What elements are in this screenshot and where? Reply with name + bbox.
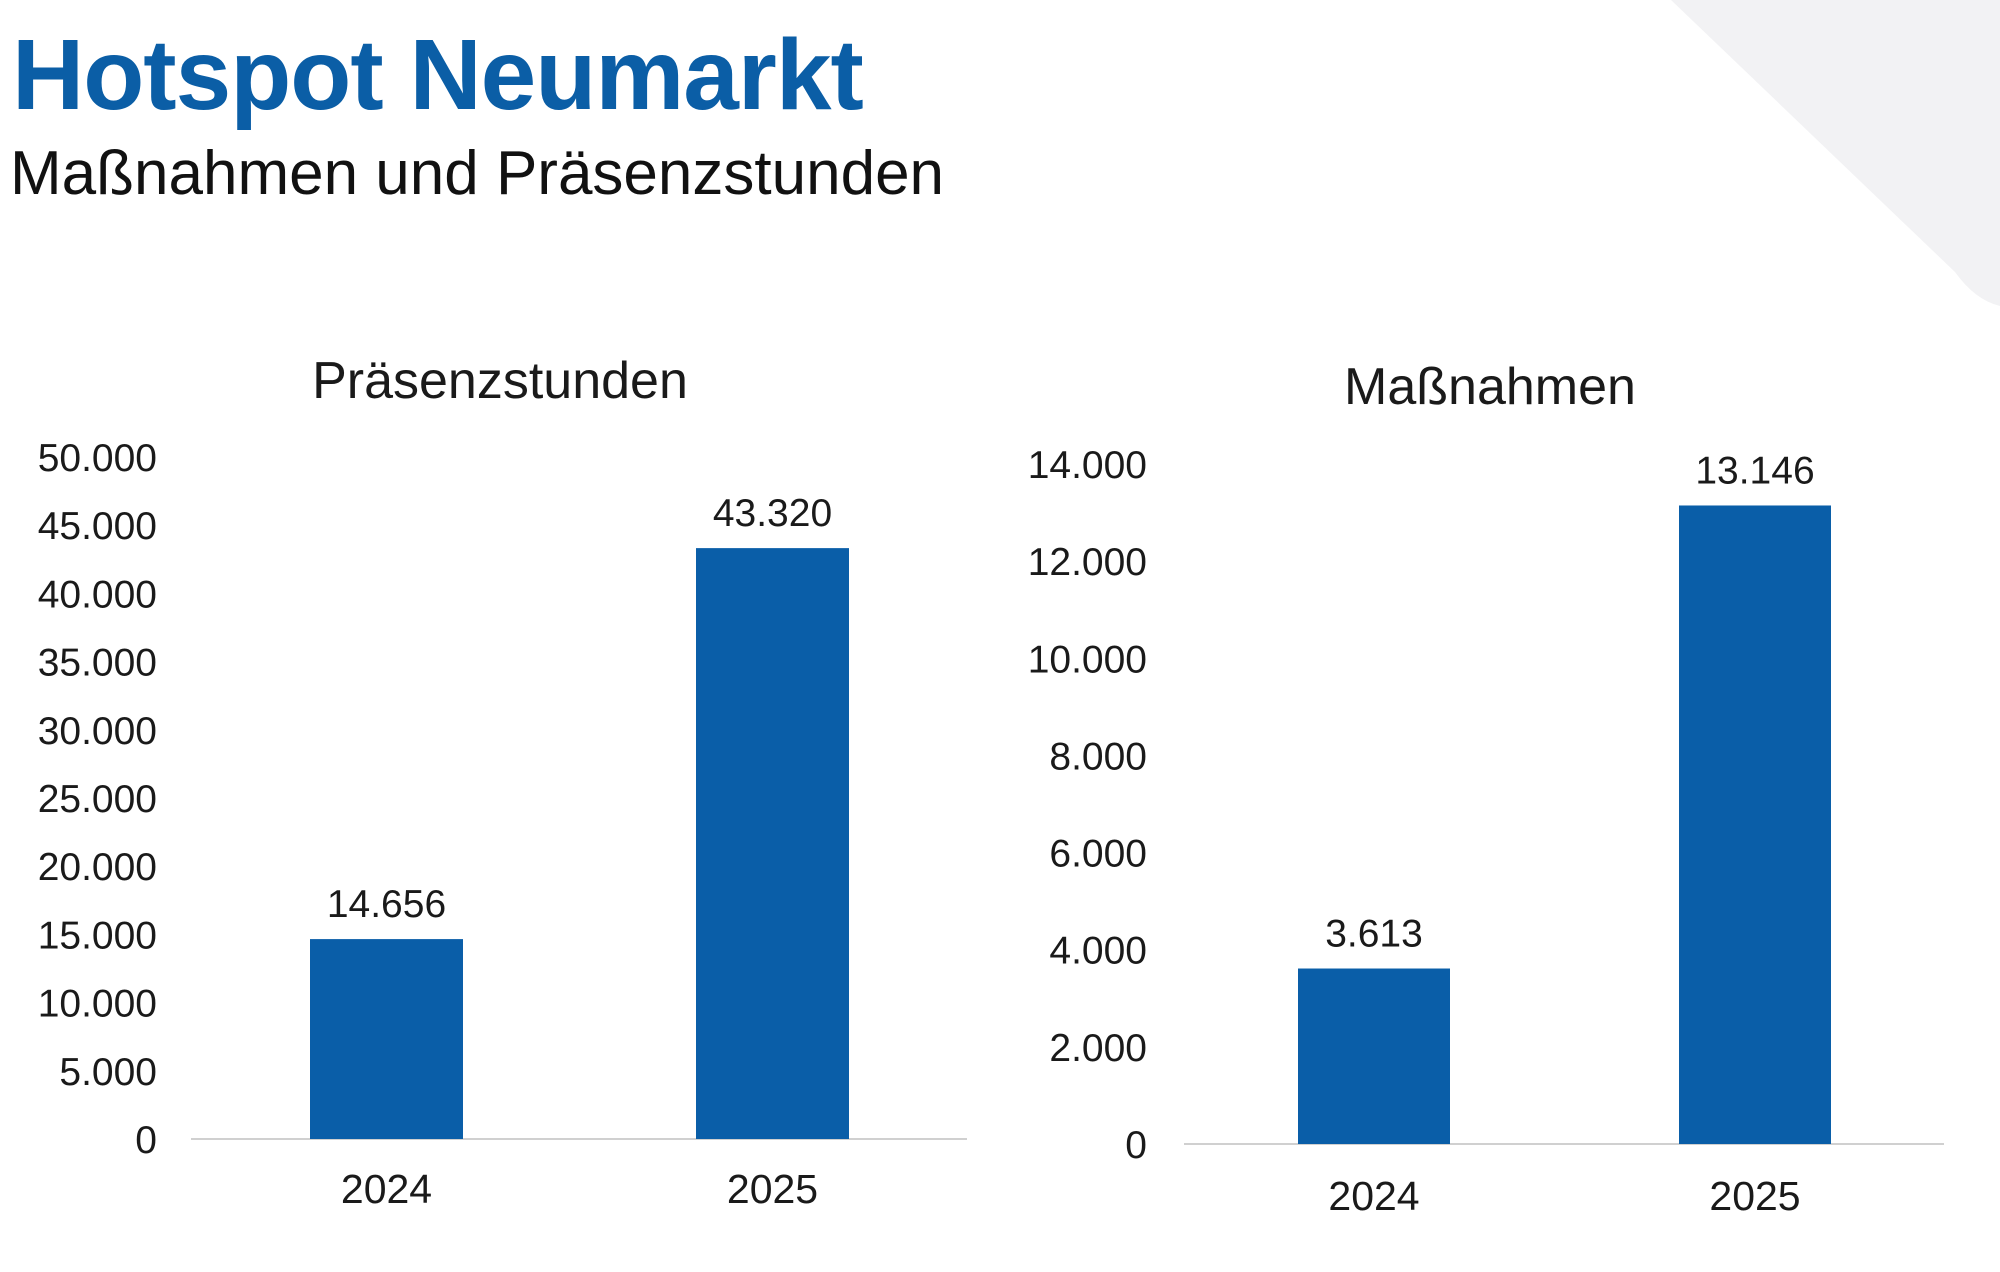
y-tick-label: 25.000 bbox=[38, 778, 157, 821]
y-tick-label: 20.000 bbox=[38, 846, 157, 889]
data-label: 43.320 bbox=[713, 492, 832, 535]
y-tick-label: 15.000 bbox=[38, 914, 157, 957]
y-tick-label: 0 bbox=[1125, 1124, 1147, 1167]
x-tick-label: 2025 bbox=[727, 1166, 818, 1212]
y-tick-label: 30.000 bbox=[38, 710, 157, 753]
bar-2025 bbox=[1679, 505, 1831, 1145]
x-tick-label: 2025 bbox=[1709, 1173, 1800, 1219]
data-label: 13.146 bbox=[1695, 449, 1814, 492]
y-tick-label: 10.000 bbox=[1028, 638, 1147, 681]
x-tick-label: 2024 bbox=[1328, 1173, 1419, 1219]
y-tick-label: 50.000 bbox=[38, 437, 157, 480]
y-tick-label: 10.000 bbox=[38, 983, 157, 1026]
y-tick-label: 0 bbox=[135, 1119, 157, 1162]
chart-title: Maßnahmen bbox=[1344, 358, 1636, 416]
y-tick-label: 5.000 bbox=[59, 1051, 157, 1094]
bar-2024 bbox=[1298, 968, 1450, 1144]
y-tick-label: 40.000 bbox=[38, 573, 157, 616]
chart-title: Präsenzstunden bbox=[312, 352, 688, 410]
y-tick-label: 35.000 bbox=[38, 642, 157, 685]
y-tick-label: 45.000 bbox=[38, 505, 157, 548]
y-tick-label: 14.000 bbox=[1028, 444, 1147, 487]
y-tick-label: 2.000 bbox=[1049, 1027, 1147, 1070]
y-tick-label: 6.000 bbox=[1049, 833, 1147, 876]
bar-2024 bbox=[310, 939, 463, 1139]
data-label: 14.656 bbox=[327, 883, 446, 926]
y-tick-label: 8.000 bbox=[1049, 735, 1147, 778]
y-tick-label: 4.000 bbox=[1049, 930, 1147, 973]
page-subtitle: Maßnahmen und Präsenzstunden bbox=[10, 139, 945, 208]
x-tick-label: 2024 bbox=[341, 1166, 432, 1212]
page-title: Hotspot Neumarkt bbox=[12, 19, 864, 131]
data-label: 3.613 bbox=[1325, 913, 1423, 956]
y-tick-label: 12.000 bbox=[1028, 541, 1147, 584]
bar-2025 bbox=[696, 548, 849, 1139]
